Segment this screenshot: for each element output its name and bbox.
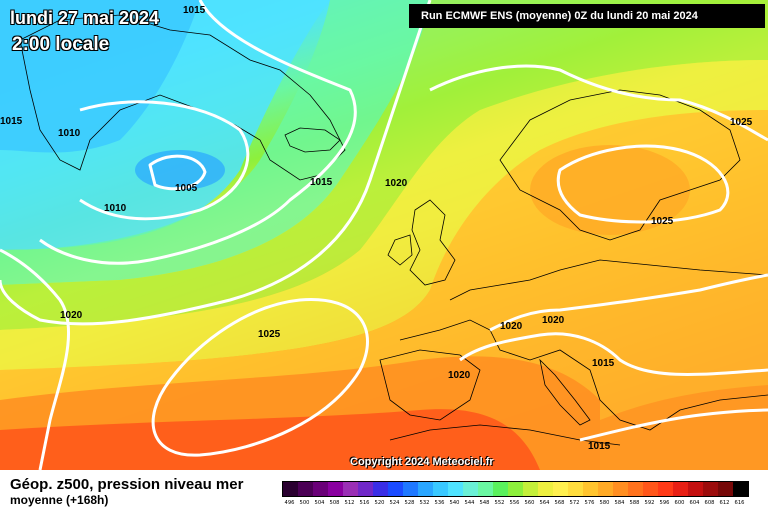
forecast-time: 2:00 locale	[12, 34, 110, 55]
color-scale-tick: 588	[629, 500, 640, 506]
isobar-label: 1020	[500, 321, 523, 332]
color-swatch	[673, 482, 688, 496]
color-swatch	[328, 482, 343, 496]
legend-title: Géop. z500, pression niveau mer	[10, 476, 244, 493]
color-scale-tick: 592	[644, 500, 655, 506]
color-scale-tick: 560	[524, 500, 535, 506]
color-scale-tick: 600	[674, 500, 685, 506]
color-swatch	[628, 482, 643, 496]
forecast-date: lundi 27 mai 2024	[10, 8, 160, 28]
isobar-label: 1020	[542, 315, 565, 326]
color-scale-tick: 524	[389, 500, 400, 506]
isobar-label: 1025	[258, 329, 281, 340]
color-scale-tick: 528	[404, 500, 415, 506]
color-swatch	[643, 482, 658, 496]
color-swatch	[478, 482, 493, 496]
color-scale-tick: 532	[419, 500, 430, 506]
color-scale-tick: 612	[719, 500, 730, 506]
isobar-label: 1015	[0, 116, 23, 127]
color-scale-tick: 496	[284, 500, 295, 506]
color-scale-tick: 512	[344, 500, 355, 506]
color-scale-tick: 548	[479, 500, 490, 506]
color-swatch	[373, 482, 388, 496]
isobar-label: 1020	[385, 178, 408, 189]
color-swatch	[583, 482, 598, 496]
legend-subtitle: moyenne (+168h)	[10, 493, 109, 507]
color-swatch	[493, 482, 508, 496]
color-swatch	[283, 482, 298, 496]
color-swatch	[448, 482, 463, 496]
color-swatch	[598, 482, 613, 496]
color-scale-tick: 556	[509, 500, 520, 506]
color-swatch	[358, 482, 373, 496]
color-scale-tick: 544	[464, 500, 475, 506]
color-scale-tick: 596	[659, 500, 670, 506]
color-swatch	[433, 482, 448, 496]
color-scale-tick: 616	[734, 500, 745, 506]
color-swatch	[538, 482, 553, 496]
color-scale-tick: 520	[374, 500, 385, 506]
isobar-label: 1025	[651, 216, 674, 227]
isobars	[0, 0, 768, 470]
color-scale-tick: 500	[299, 500, 310, 506]
color-scale-tick: 504	[314, 500, 325, 506]
color-swatch	[388, 482, 403, 496]
color-scale-tick: 552	[494, 500, 505, 506]
isobar-label: 1025	[730, 117, 753, 128]
color-swatch	[343, 482, 358, 496]
isobar-label: 1015	[310, 177, 333, 188]
run-info: Run ECMWF ENS (moyenne) 0Z du lundi 20 m…	[409, 4, 765, 28]
geopotential-map: 1015 1015 1010 1010 1005 1015 1020 1025 …	[0, 0, 768, 470]
color-scale-tick: 540	[449, 500, 460, 506]
color-scale-tick: 508	[329, 500, 340, 506]
isobar-label: 1020	[448, 370, 471, 381]
color-swatch	[298, 482, 313, 496]
color-swatch	[658, 482, 673, 496]
isobar-labels: 1015 1015 1010 1010 1005 1015 1020 1025 …	[0, 5, 753, 452]
color-scale	[282, 481, 749, 497]
color-swatch	[553, 482, 568, 496]
color-scale-tick: 516	[359, 500, 370, 506]
color-swatch	[568, 482, 583, 496]
isobar-label: 1015	[183, 5, 206, 16]
isobar-label: 1010	[58, 128, 81, 139]
isobar-label: 1020	[60, 310, 83, 321]
color-scale-ticks: 496 500 504 508 512 516 520 524 528 532 536 540 544 5…	[282, 500, 747, 506]
color-swatch	[313, 482, 328, 496]
color-scale-tick: 608	[704, 500, 715, 506]
copyright-text: Copyright 2024 Meteociel.fr	[350, 456, 494, 468]
color-scale-tick: 580	[599, 500, 610, 506]
color-swatch	[688, 482, 703, 496]
color-swatch	[733, 482, 748, 496]
color-swatch	[403, 482, 418, 496]
isobar-label: 1005	[175, 183, 198, 194]
color-scale-tick: 584	[614, 500, 625, 506]
color-swatch	[613, 482, 628, 496]
color-scale-tick: 568	[554, 500, 565, 506]
color-swatch	[463, 482, 478, 496]
color-swatch	[703, 482, 718, 496]
color-scale-tick: 536	[434, 500, 445, 506]
isobar-label: 1015	[588, 441, 611, 452]
color-swatch	[523, 482, 538, 496]
color-scale-tick: 576	[584, 500, 595, 506]
isobar-label: 1015	[592, 358, 615, 369]
color-scale-tick: 604	[689, 500, 700, 506]
color-swatch	[418, 482, 433, 496]
color-swatch	[718, 482, 733, 496]
color-swatch	[508, 482, 523, 496]
isobar-label: 1010	[104, 203, 127, 214]
color-scale-tick: 564	[539, 500, 550, 506]
color-scale-tick: 572	[569, 500, 580, 506]
